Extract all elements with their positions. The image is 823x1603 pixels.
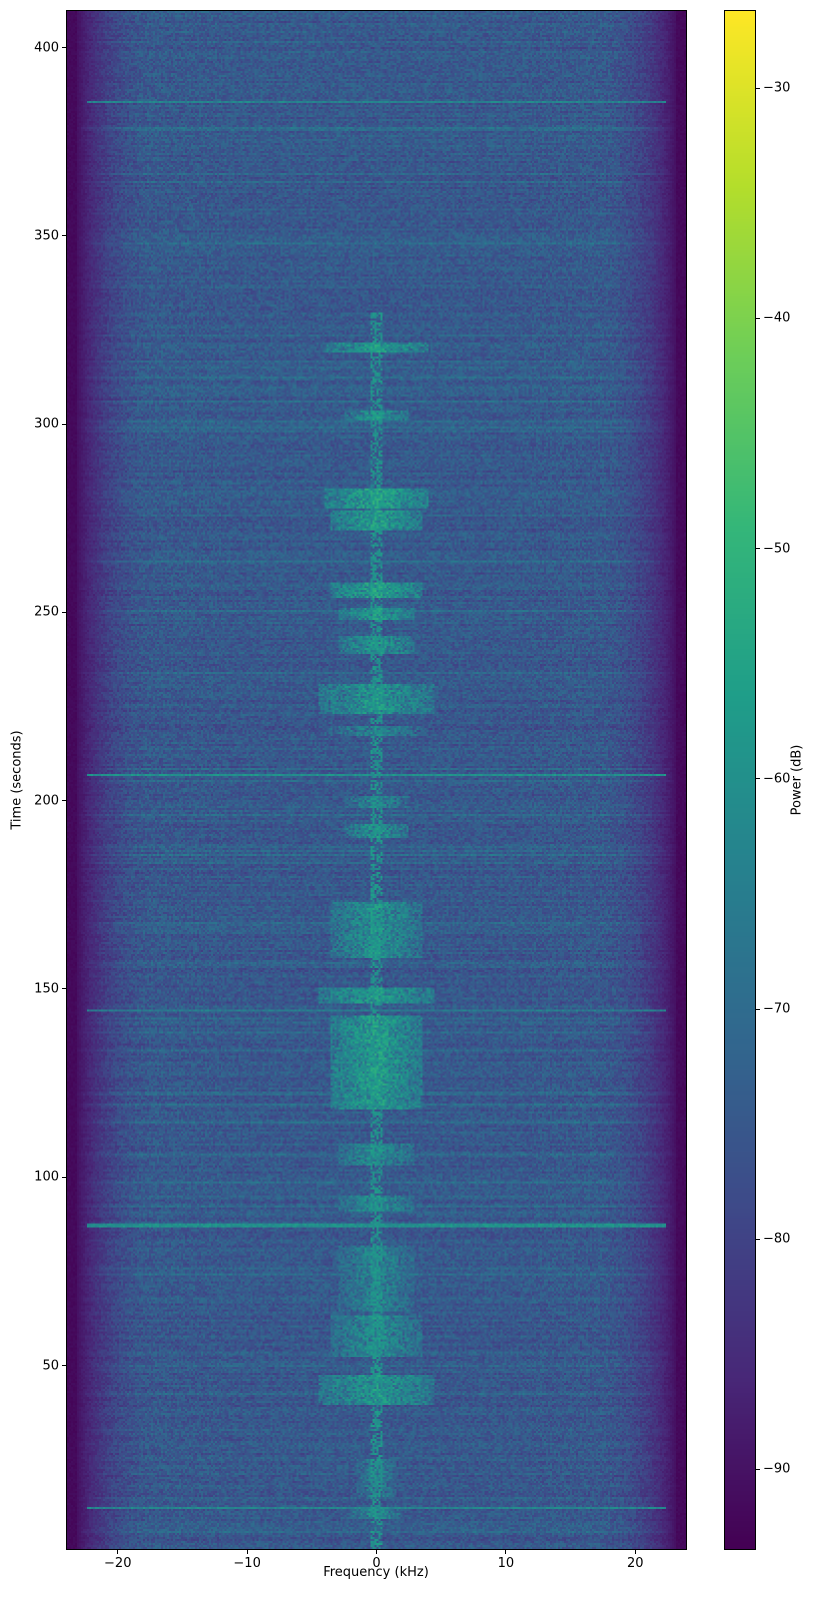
colorbar-tick-label: −30 [763,80,791,96]
y-tick-label: 100 [34,1169,59,1185]
colorbar-tick-label: −70 [763,1001,791,1017]
colorbar-label: Power (dB) [789,744,805,816]
x-tick [246,1550,248,1554]
colorbar-tick [756,87,760,89]
colorbar-tick [756,317,760,319]
x-tick [117,1550,119,1554]
y-tick-label: 350 [34,228,59,244]
colorbar [724,10,756,1550]
colorbar-tick [756,778,760,780]
x-tick [376,1550,377,1554]
x-tick [505,1550,507,1554]
y-axis-label: Time (seconds) [9,730,25,830]
y-tick [62,423,66,425]
colorbar-tick-label: −90 [763,1461,791,1477]
colorbar-tick [756,1008,760,1010]
x-axis-label: Frequency (kHz) [323,1565,429,1580]
y-tick [62,800,66,802]
x-tick-label: 10 [497,1556,515,1571]
colorbar-gradient [725,11,755,1549]
spectrogram-plot-area [66,10,687,1550]
y-tick [62,47,66,49]
y-tick-label: 50 [42,1358,59,1373]
colorbar-tick-label: −40 [763,310,791,326]
y-tick-label: 200 [34,793,59,809]
x-tick-label: −10 [233,1556,261,1571]
y-tick-label: 250 [34,604,59,620]
colorbar-tick-label: −80 [763,1231,791,1247]
y-tick-label: 400 [34,40,59,56]
y-tick [62,611,66,613]
x-tick [634,1550,636,1554]
x-tick-label: 20 [626,1556,644,1571]
y-tick-label: 150 [34,981,59,997]
y-tick [62,1176,66,1178]
colorbar-tick-label: −60 [763,771,791,787]
y-tick [62,988,66,990]
y-tick [62,1365,66,1366]
colorbar-tick-label: −50 [763,541,791,557]
spectrogram-image [67,11,686,1549]
x-tick-label: 0 [372,1556,381,1571]
colorbar-tick [756,1238,760,1240]
y-tick [62,235,66,237]
colorbar-tick [756,548,760,550]
y-tick-label: 300 [34,416,59,432]
colorbar-tick [756,1468,760,1470]
x-tick-label: −20 [104,1556,132,1571]
